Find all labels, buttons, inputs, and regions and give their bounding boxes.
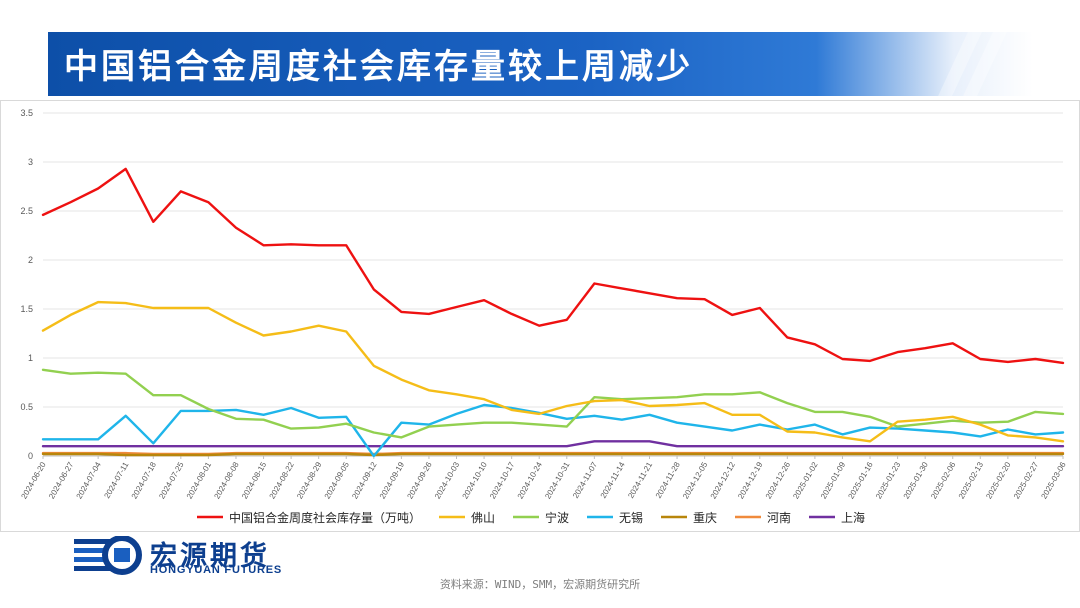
logo-chinese-name: 宏源期货 [150, 541, 270, 572]
legend-label: 宁波 [545, 510, 569, 525]
series-line-重庆 [41, 452, 1065, 457]
x-tick-label: 2024-09-05 [323, 460, 352, 500]
x-tick-label: 2025-02-20 [984, 460, 1013, 500]
x-tick-label: 2025-01-02 [791, 460, 820, 500]
x-tick-label: 2025-01-30 [902, 460, 931, 500]
legend-label: 上海 [841, 510, 865, 525]
x-tick-label: 2024-11-21 [626, 460, 654, 500]
y-tick-label: 2 [28, 255, 33, 265]
x-tick-label: 2024-10-31 [543, 460, 572, 500]
series-line-佛山 [41, 300, 1065, 443]
x-tick-label: 2025-01-16 [847, 460, 876, 500]
x-tick-label: 2024-09-12 [350, 460, 379, 500]
y-tick-label: 3 [28, 157, 33, 167]
x-tick-label: 2024-11-07 [571, 460, 599, 500]
x-tick-label: 2024-10-24 [516, 460, 545, 500]
x-tick-label: 2024-12-05 [681, 460, 710, 500]
x-tick-label: 2025-03-06 [1039, 460, 1068, 500]
legend-label: 佛山 [471, 511, 495, 525]
y-tick-label: 0.5 [20, 402, 33, 412]
legend-label: 重庆 [693, 511, 717, 525]
series-line-宁波 [41, 368, 1065, 439]
data-source-note: 资料来源：WIND，SMM，宏源期货研究所 [439, 578, 641, 591]
x-tick-label: 2024-06-27 [47, 460, 76, 500]
series-line-无锡 [41, 403, 1065, 458]
legend-label: 中国铝合金周度社会库存量（万吨） [229, 510, 421, 525]
hongyuan-logo-icon [74, 536, 142, 575]
title-banner: 中国铝合金周度社会库存量较上周减少 [48, 32, 1033, 96]
x-tick-label: 2024-08-01 [185, 460, 214, 500]
x-tick-label: 2024-07-25 [157, 460, 186, 500]
y-tick-label: 1.5 [20, 304, 33, 314]
y-tick-label: 1 [28, 353, 33, 363]
series-line-中国铝合金周度社会库存量（万吨） [41, 167, 1065, 365]
x-tick-label: 2024-12-26 [764, 460, 793, 500]
x-tick-label: 2024-09-19 [378, 460, 407, 500]
x-tick-label: 2024-07-18 [130, 460, 159, 500]
y-tick-label: 0 [28, 451, 33, 461]
x-tick-label: 2024-11-14 [599, 460, 627, 500]
x-tick-label: 2024-07-11 [102, 460, 130, 500]
x-tick-label: 2024-08-08 [212, 460, 241, 500]
x-tick-label: 2024-09-26 [405, 460, 434, 500]
x-tick-label: 2025-02-06 [929, 460, 958, 500]
legend-label: 河南 [767, 510, 791, 525]
x-tick-label: 2024-08-15 [240, 460, 269, 500]
x-tick-label: 2024-06-20 [19, 460, 48, 500]
chart-frame: 0 0.5 1 1.5 2 2.5 3 3.5 2024-06-20 2024-06-27 2024… [0, 100, 1080, 532]
y-tick-label: 3.5 [20, 108, 33, 118]
x-tick-label: 2024-12-12 [709, 460, 738, 500]
x-tick-label: 2025-02-13 [957, 460, 986, 500]
x-tick-label: 2024-08-22 [268, 460, 297, 500]
x-tick-label: 2024-10-03 [433, 460, 462, 500]
x-tick-label: 2024-11-28 [654, 460, 682, 500]
x-tick-label: 2025-02-27 [1012, 460, 1041, 500]
logo-english-name: HONGYUAN FUTURES [150, 564, 282, 576]
y-tick-label: 2.5 [20, 206, 33, 216]
x-tick-label: 2024-08-29 [295, 460, 324, 500]
x-tick-label: 2025-01-09 [819, 460, 848, 500]
x-tick-label: 2024-07-04 [75, 460, 104, 500]
x-tick-label: 2025-01-23 [874, 460, 903, 500]
x-tick-label: 2024-12-19 [736, 460, 765, 500]
series-line-上海 [41, 440, 1065, 448]
x-tick-label: 2024-10-10 [461, 460, 490, 500]
x-tick-label: 2024-10-17 [488, 460, 517, 500]
legend-label: 无锡 [619, 510, 643, 525]
page-title: 中国铝合金周度社会库存量较上周减少 [64, 47, 693, 87]
